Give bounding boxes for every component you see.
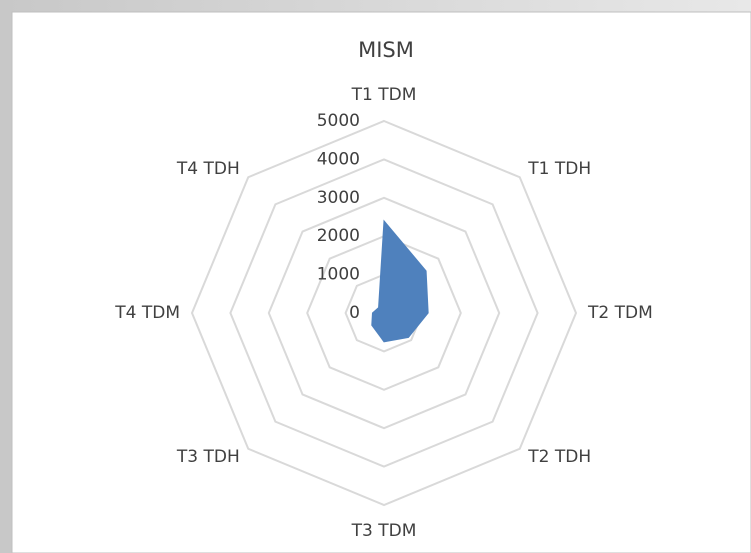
category-label: T4 TDM (114, 303, 180, 323)
chart-title: MISM (358, 38, 414, 62)
y-tick-label: 5000 (317, 111, 360, 131)
category-label: T2 TDH (527, 447, 591, 467)
y-tick-label: 1000 (317, 265, 360, 285)
category-label: T3 TDM (351, 521, 417, 541)
grid-line (229, 158, 539, 468)
radar-area (371, 219, 429, 343)
category-label: T1 TDH (527, 159, 591, 179)
y-tick-label: 0 (349, 303, 360, 323)
category-label: T4 TDH (176, 159, 240, 179)
y-tick-label: 2000 (317, 226, 360, 246)
grid-line (190, 119, 578, 507)
y-tick-label: 4000 (317, 149, 360, 169)
category-label: T2 TDM (587, 303, 653, 323)
grid-line (306, 235, 462, 391)
y-tick-label: 3000 (317, 188, 360, 208)
grid-line (267, 196, 501, 430)
category-label: T3 TDH (176, 447, 240, 467)
category-label: T1 TDM (351, 85, 417, 105)
